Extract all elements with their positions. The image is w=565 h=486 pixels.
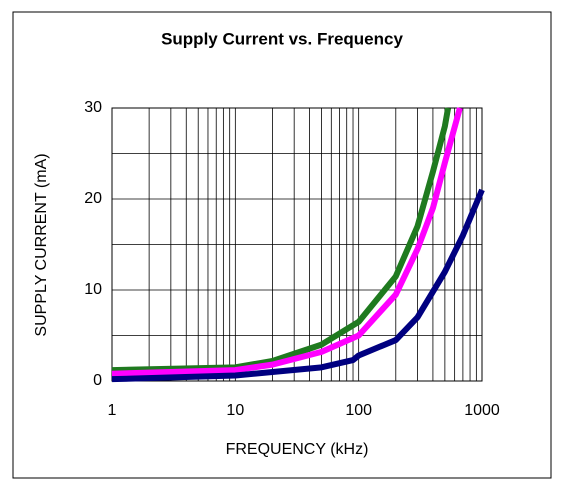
- series-line: [111, 107, 463, 377]
- x-tick-label: 1: [108, 402, 117, 419]
- x-tick-label: 1000: [464, 402, 500, 419]
- y-tick-label: 0: [93, 372, 102, 389]
- y-tick-label: 10: [84, 281, 102, 298]
- series-line: [111, 107, 452, 374]
- x-axis-label: FREQUENCY (kHz): [226, 441, 369, 458]
- plot-frame: [111, 107, 483, 382]
- x-tick-label: 10: [226, 402, 244, 419]
- series-line: [111, 188, 485, 383]
- x-tick-label: 100: [345, 402, 372, 419]
- y-axis-label: SUPPLY CURRENT (mA): [33, 153, 50, 336]
- y-tick-label: 30: [84, 99, 102, 116]
- chart-title: Supply Current vs. Frequency: [161, 29, 403, 48]
- y-tick-label: 20: [84, 190, 102, 207]
